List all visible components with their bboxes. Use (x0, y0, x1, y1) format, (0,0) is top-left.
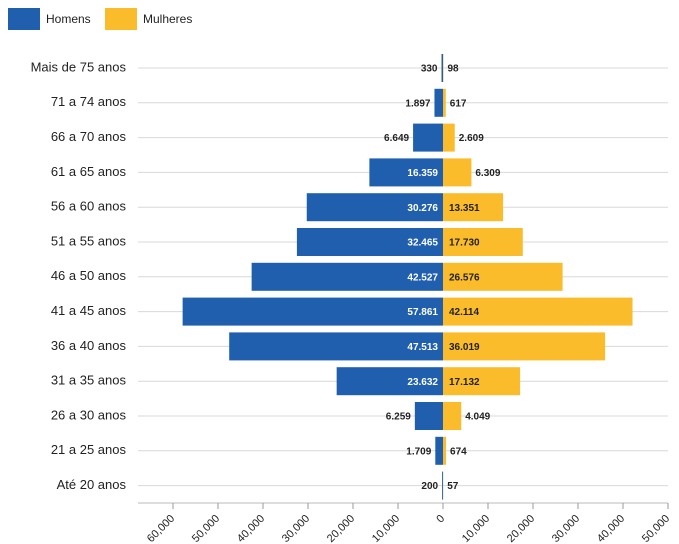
bar (369, 158, 443, 187)
bar (306, 193, 443, 222)
bar (435, 436, 443, 465)
category-label: 66 a 70 anos (51, 129, 127, 144)
x-tick-label: 30,000 (550, 513, 582, 544)
value-label: 57 (447, 481, 459, 492)
value-label: 13.351 (449, 203, 480, 214)
category-label: 51 a 55 anos (51, 233, 127, 248)
value-label: 26.576 (449, 272, 480, 283)
bar (443, 262, 563, 291)
category-label: 46 a 50 anos (51, 268, 127, 283)
legend-swatch (8, 8, 40, 30)
value-label: 4.049 (465, 412, 490, 423)
value-label: 32.465 (407, 238, 438, 249)
category-label: 36 a 40 anos (51, 338, 127, 353)
x-tick-label: 40,000 (235, 513, 267, 544)
value-label: 47.513 (407, 342, 438, 353)
x-tick-label: 10,000 (460, 513, 492, 544)
category-label: 21 a 25 anos (51, 442, 127, 457)
x-tick-label: 50,000 (640, 513, 672, 544)
legend-label: Homens (46, 12, 91, 26)
bar (443, 228, 523, 256)
bar (434, 88, 443, 117)
category-label: 26 a 30 anos (51, 407, 127, 422)
bar (443, 123, 455, 152)
value-label: 23.632 (407, 377, 438, 388)
x-tick-label: 10,000 (370, 513, 402, 544)
bar (182, 297, 444, 326)
bar (442, 471, 443, 500)
category-label: 61 a 65 anos (51, 164, 127, 179)
bar (229, 332, 443, 361)
value-label: 16.359 (407, 168, 438, 179)
x-tick-label: 30,000 (280, 513, 312, 544)
value-label: 98 (447, 64, 459, 75)
value-label: 17.730 (449, 238, 480, 249)
x-tick-label: 0 (434, 513, 447, 526)
legend-label: Mulheres (143, 12, 192, 26)
bar (443, 158, 472, 187)
legend-swatch (105, 8, 137, 30)
value-label: 330 (421, 64, 438, 75)
category-label: Mais de 75 anos (31, 59, 127, 74)
bar (443, 297, 633, 326)
bar (251, 262, 443, 291)
value-label: 42.527 (407, 272, 438, 283)
category-label: 31 a 35 anos (51, 373, 127, 388)
bar (413, 123, 443, 152)
value-label: 200 (421, 481, 438, 492)
bar (296, 228, 443, 256)
x-tick-label: 60,000 (145, 513, 177, 544)
category-label: 41 a 45 anos (51, 303, 127, 318)
x-tick-label: 20,000 (505, 513, 537, 544)
value-label: 6.309 (475, 168, 500, 179)
x-tick-label: 50,000 (190, 513, 222, 544)
category-label: 71 a 74 anos (51, 94, 127, 109)
x-tick-label: 40,000 (595, 513, 627, 544)
value-label: 17.132 (449, 377, 480, 388)
bar (443, 332, 606, 361)
value-label: 36.019 (449, 342, 480, 353)
bar (414, 402, 443, 430)
value-label: 6.649 (384, 133, 409, 144)
category-label: 56 a 60 anos (51, 199, 127, 214)
value-label: 57.861 (407, 307, 438, 318)
category-label: Até 20 anos (57, 477, 127, 492)
value-label: 1.897 (405, 98, 430, 109)
bar (443, 436, 447, 465)
bar (443, 367, 521, 396)
value-label: 30.276 (407, 203, 438, 214)
bar (441, 54, 443, 82)
bar (443, 193, 504, 222)
value-label: 2.609 (459, 133, 484, 144)
x-tick-label: 20,000 (325, 513, 357, 544)
value-label: 6.259 (386, 412, 411, 423)
bar (336, 367, 443, 396)
value-label: 617 (450, 98, 467, 109)
bar (443, 402, 462, 430)
value-label: 42.114 (449, 307, 479, 318)
bar (443, 88, 446, 117)
value-label: 1.709 (406, 446, 431, 457)
value-label: 674 (450, 446, 467, 457)
